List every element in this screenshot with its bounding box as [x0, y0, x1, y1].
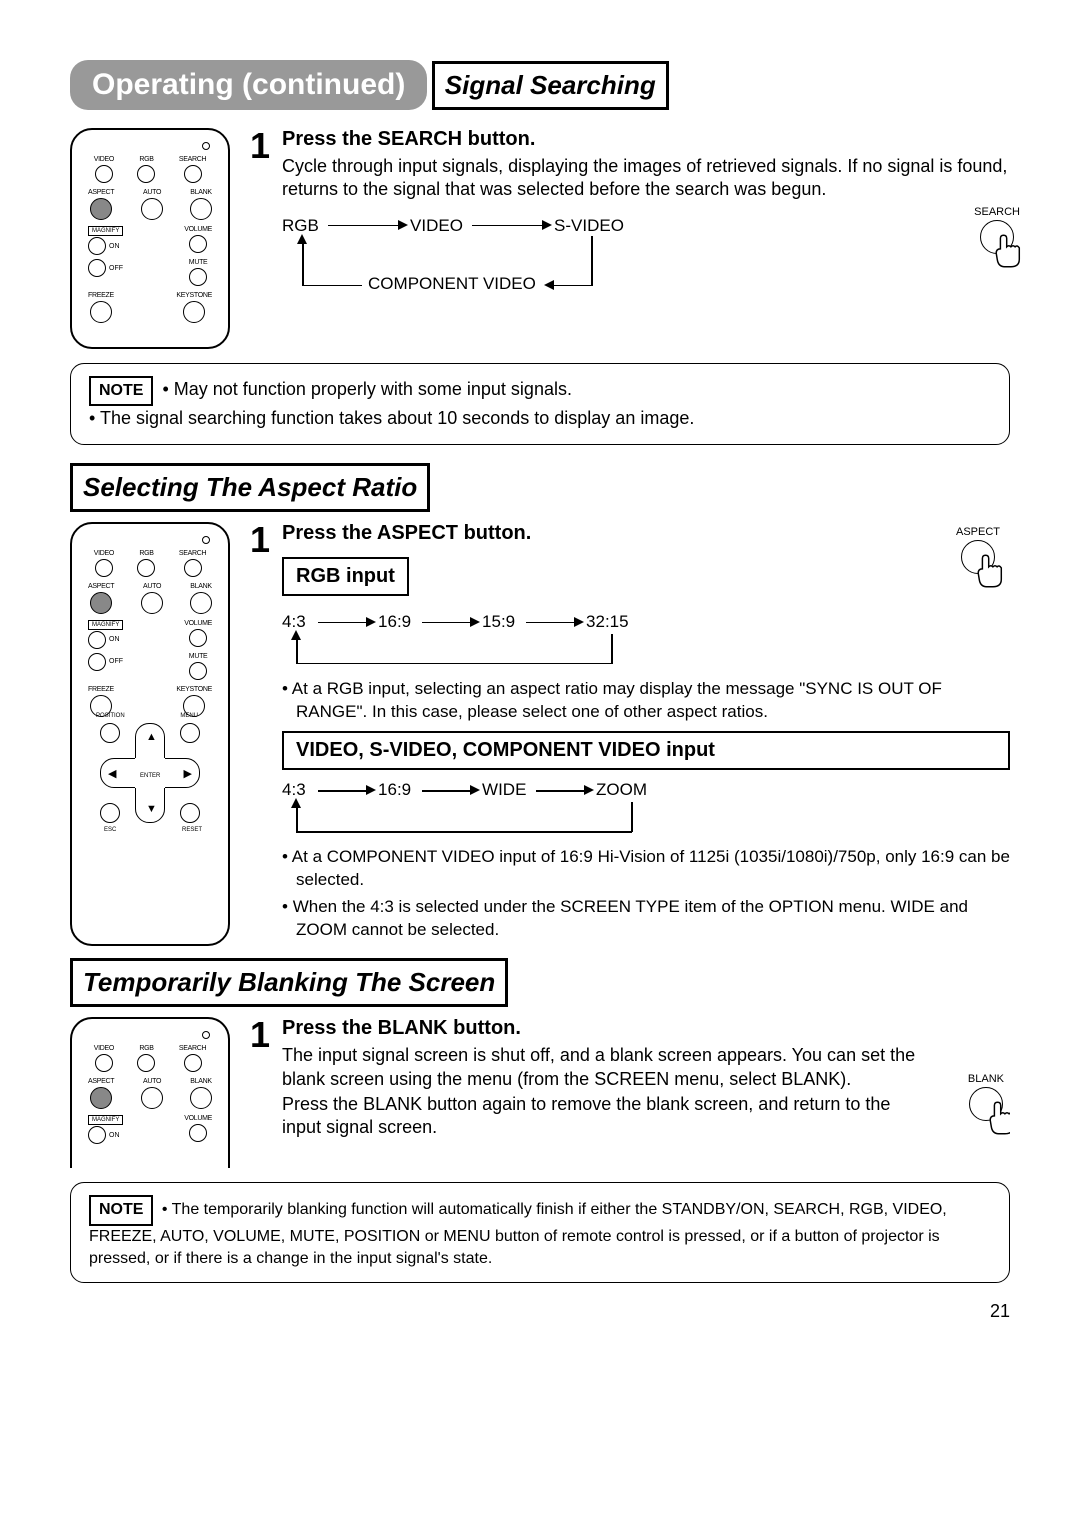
dpad: POSITION MENU ▲▼ ◀▶ ENTER ESC RESET	[100, 723, 200, 823]
aspect-row: VIDEO RGB SEARCH ASPECT AUTO BLANK MAGNI…	[70, 522, 1010, 947]
section-signal-searching-title: Signal Searching	[432, 61, 669, 110]
video-note-2: When the 4:3 is selected under the SCREE…	[282, 896, 1010, 942]
aspect-button-icon: ASPECT	[956, 526, 1000, 574]
remote-illustration-1: VIDEO RGB SEARCH ASPECT AUTO BLANK MAGNI…	[70, 128, 230, 349]
video-note-1: At a COMPONENT VIDEO input of 16:9 Hi-Vi…	[282, 846, 1010, 892]
signal-searching-note: NOTE • May not function properly with so…	[70, 363, 1010, 445]
section-blank-title: Temporarily Blanking The Screen	[70, 958, 508, 1007]
note-badge: NOTE	[89, 1195, 153, 1225]
signal-searching-content: 1 Press the SEARCH button. Cycle through…	[250, 128, 1010, 349]
page-header: Operating (continued)	[70, 60, 427, 110]
step-title: Press the SEARCH button.	[282, 128, 1010, 151]
step-number: 1	[250, 1017, 270, 1053]
page-number: 21	[70, 1301, 1010, 1322]
blank-button-icon: BLANK	[968, 1073, 1004, 1121]
rgb-note: At a RGB input, selecting an aspect rati…	[282, 678, 1010, 724]
search-button-icon: SEARCH	[974, 206, 1020, 254]
step-title: Press the ASPECT button.	[282, 522, 1010, 545]
aspect-content: 1 Press the ASPECT button. RGB input ASP…	[250, 522, 1010, 947]
video-input-head: VIDEO, S-VIDEO, COMPONENT VIDEO input	[282, 731, 1010, 770]
blank-text-2: Press the BLANK button again to remove t…	[282, 1093, 1010, 1140]
signal-flow-diagram: RGB VIDEO S-VIDEO COMPONENT VIDEO SEARCH	[282, 212, 1010, 302]
blank-row: VIDEO RGB SEARCH ASPECT AUTO BLANK MAGNI…	[70, 1017, 1010, 1168]
remote-illustration-2: VIDEO RGB SEARCH ASPECT AUTO BLANK MAGNI…	[70, 522, 230, 947]
note-badge: NOTE	[89, 376, 153, 406]
rgb-ratio-flow: 4:3 16:9 15:9 32:15	[282, 610, 1010, 674]
step-title: Press the BLANK button.	[282, 1017, 1010, 1040]
section-aspect-title: Selecting The Aspect Ratio	[70, 463, 430, 512]
video-ratio-flow: 4:3 16:9 WIDE ZOOM	[282, 778, 1010, 842]
step-text: Cycle through input signals, displaying …	[282, 155, 1010, 202]
blank-content: 1 Press the BLANK button. The input sign…	[250, 1017, 1010, 1168]
blank-text-1: The input signal screen is shut off, and…	[282, 1044, 1010, 1091]
step-number: 1	[250, 522, 270, 558]
signal-searching-row: VIDEO RGB SEARCH ASPECT AUTO BLANK MAGNI…	[70, 128, 1010, 349]
rgb-input-head: RGB input	[282, 557, 409, 596]
remote-illustration-3: VIDEO RGB SEARCH ASPECT AUTO BLANK MAGNI…	[70, 1017, 230, 1168]
step-number: 1	[250, 128, 270, 164]
blank-note: NOTE • The temporarily blanking function…	[70, 1182, 1010, 1283]
